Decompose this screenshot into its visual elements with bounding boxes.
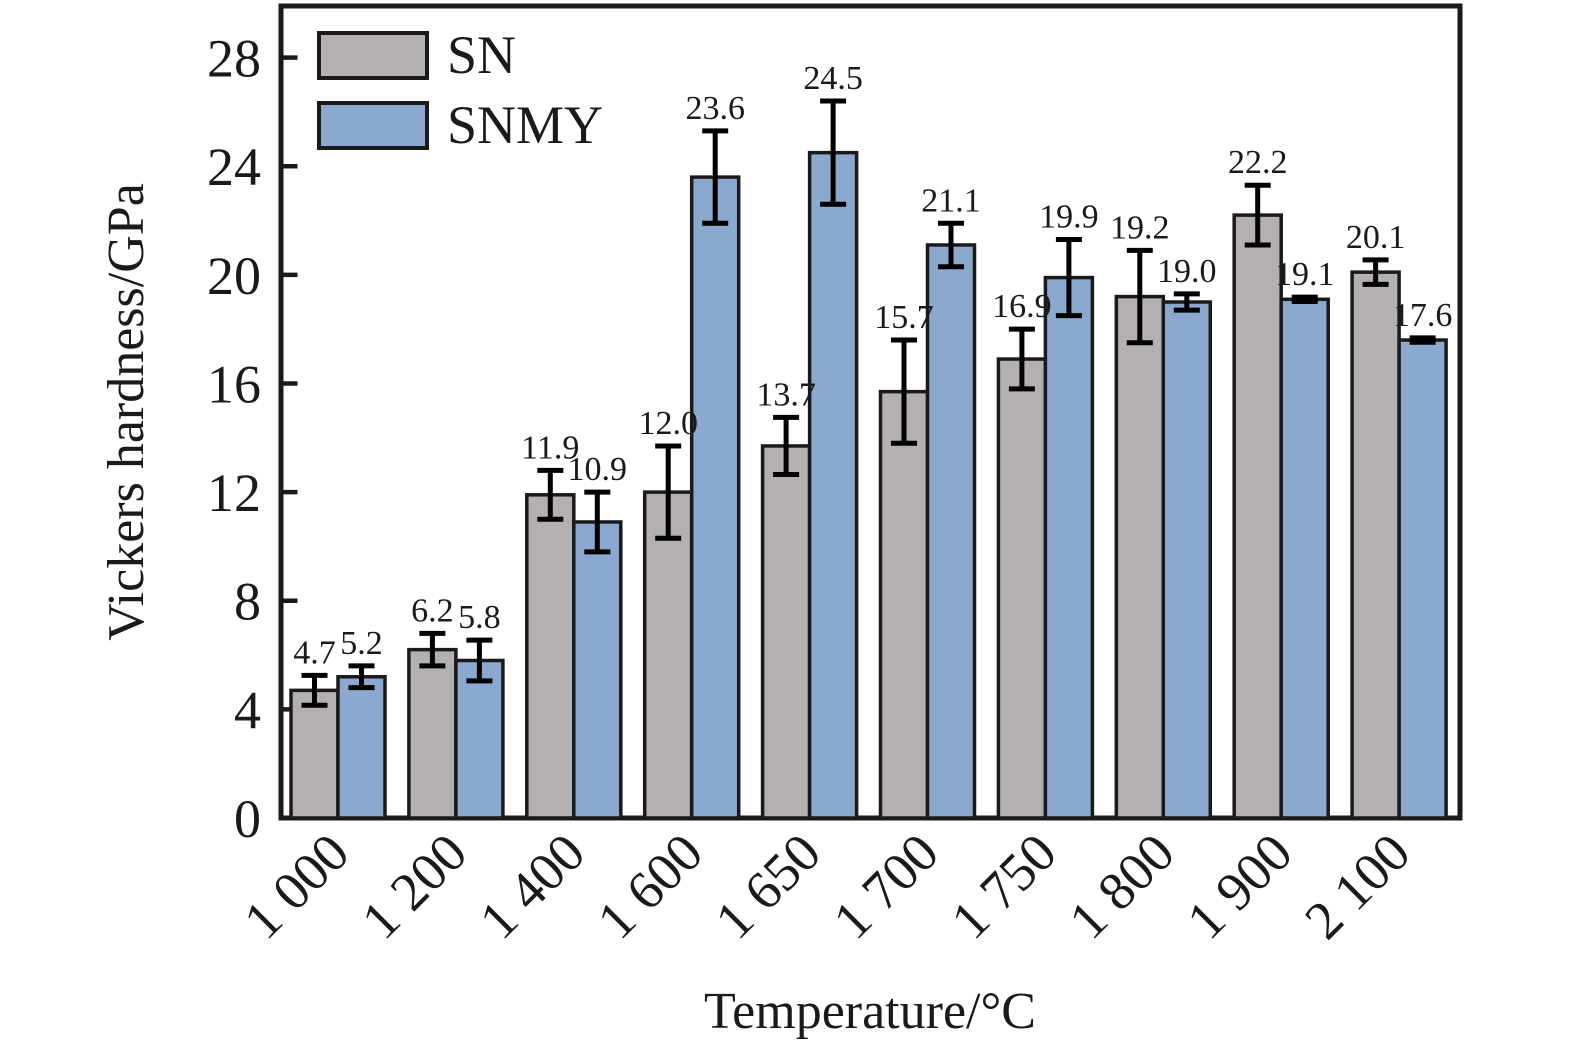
error-bar-snmy-1900 [1291, 294, 1318, 304]
x-tick-label-7: 1 800 [1057, 822, 1185, 950]
x-tick-label-9: 2 100 [1293, 822, 1421, 950]
bar-snmy-1750 [1043, 275, 1095, 820]
value-label-sn-1750: 16.9 [992, 288, 1052, 325]
value-labels: 4.7 5.2 6.2 5.8 11.910.9 12.0 23.6 13.7 24.5 15.7… [293, 60, 1452, 671]
legend-swatch-sn [317, 31, 429, 80]
x-tick-label-5: 1 700 [822, 822, 950, 950]
error-bar-snmy-2100 [1409, 335, 1436, 345]
value-label-snmy-1900: 19.1 [1275, 256, 1335, 293]
error-bar-snmy-1650 [820, 98, 847, 207]
legend-swatch-snmy [317, 101, 429, 150]
bar-sn-2100 [1350, 270, 1401, 820]
error-bar-snmy-1700 [938, 220, 964, 270]
error-bar-sn-1800 [1126, 247, 1153, 346]
bar-snmy-1800 [1161, 300, 1213, 820]
y-tick-label: 16 [207, 354, 261, 414]
legend: SN SNMY [317, 25, 603, 155]
bar-snmy-1900 [1279, 297, 1330, 820]
x-tick-label-6: 1 750 [940, 822, 1068, 950]
value-label-snmy-1000: 5.2 [340, 625, 383, 662]
error-bar-sn-1650 [773, 414, 800, 477]
bar-snmy-2100 [1397, 338, 1448, 820]
y-tick-label: 12 [207, 463, 261, 523]
value-label-sn-1000: 4.7 [293, 634, 336, 671]
error-bar-snmy-1200 [466, 637, 493, 684]
error-bar-snmy-1750 [1055, 237, 1082, 319]
x-tick-label-2: 1 400 [468, 822, 596, 950]
value-label-snmy-1750: 19.9 [1039, 199, 1099, 236]
y-tick-label: 0 [234, 789, 261, 849]
error-bar-sn-1750 [1008, 326, 1035, 392]
x-tick-label-4: 1 650 [704, 822, 832, 950]
value-label-sn-1400: 11.9 [521, 429, 579, 466]
bar-sn-1650 [760, 444, 812, 820]
error-bar-sn-2100 [1362, 257, 1389, 287]
y-axis-ticks: 0 4 8 12 16 20 24 28 [207, 29, 298, 849]
bars [289, 150, 1448, 820]
value-label-sn-1200: 6.2 [411, 592, 454, 629]
error-bar-sn-1600 [655, 443, 682, 541]
value-label-snmy-1650: 24.5 [803, 60, 863, 97]
x-tick-label-3: 1 600 [586, 822, 714, 950]
error-bar-sn-1700 [891, 337, 917, 446]
error-bar-snmy-1800 [1173, 291, 1200, 313]
bar-snmy-1200 [454, 658, 505, 820]
value-label-sn-1900: 22.2 [1228, 144, 1288, 181]
y-tick-label: 28 [207, 29, 261, 89]
bar-sn-1750 [996, 357, 1048, 820]
bar-sn-1200 [407, 647, 458, 820]
y-tick-label: 4 [234, 680, 261, 740]
value-label-sn-1800: 19.2 [1110, 209, 1170, 246]
value-label-snmy-1800: 19.0 [1157, 253, 1217, 290]
y-tick-label: 24 [207, 137, 261, 197]
value-label-sn-1600: 12.0 [638, 405, 698, 442]
y-tick-label: 8 [234, 572, 261, 632]
error-bar-sn-1200 [419, 630, 446, 669]
plot-border [278, 3, 1463, 821]
x-tick-label-1: 1 200 [350, 822, 478, 950]
error-bar-sn-1900 [1244, 182, 1271, 248]
bar-sn-1800 [1114, 294, 1166, 820]
bar-sn-1000 [289, 688, 340, 820]
bar-sn-1400 [525, 493, 576, 820]
bar-snmy-1650 [807, 150, 859, 820]
bar-snmy-1000 [336, 675, 387, 820]
x-axis-title: Temperature/°C [704, 983, 1036, 1040]
error-bar-sn-1400 [537, 467, 564, 522]
value-label-snmy-1600: 23.6 [685, 90, 745, 127]
y-axis-title: Vickers hardness/GPa [98, 183, 155, 641]
bar-snmy-1600 [689, 175, 741, 820]
value-label-snmy-2100: 17.6 [1393, 297, 1453, 334]
value-label-sn-2100: 20.1 [1346, 219, 1406, 256]
error-bar-sn-1000 [301, 672, 328, 708]
bar-sn-1900 [1232, 213, 1283, 820]
legend-label-sn: SN [447, 25, 516, 85]
bar-sn-1600 [642, 490, 694, 820]
error-bar-snmy-1000 [348, 663, 375, 691]
error-bar-snmy-1400 [584, 489, 611, 555]
error-bar-snmy-1600 [702, 128, 729, 226]
error-bars [301, 98, 1436, 708]
bar-sn-1700 [878, 389, 930, 820]
value-label-snmy-1400: 10.9 [568, 451, 628, 488]
y-tick-label: 20 [207, 246, 261, 306]
value-label-sn-1650: 13.7 [756, 376, 816, 413]
bar-snmy-1400 [572, 520, 623, 820]
value-label-snmy-1700: 21.1 [921, 182, 981, 219]
x-tick-label-8: 1 900 [1175, 822, 1303, 950]
value-label-snmy-1200: 5.8 [458, 599, 501, 636]
legend-label-snmy: SNMY [447, 95, 603, 155]
value-label-sn-1700: 15.7 [874, 299, 934, 336]
bar-snmy-1700 [925, 243, 977, 820]
